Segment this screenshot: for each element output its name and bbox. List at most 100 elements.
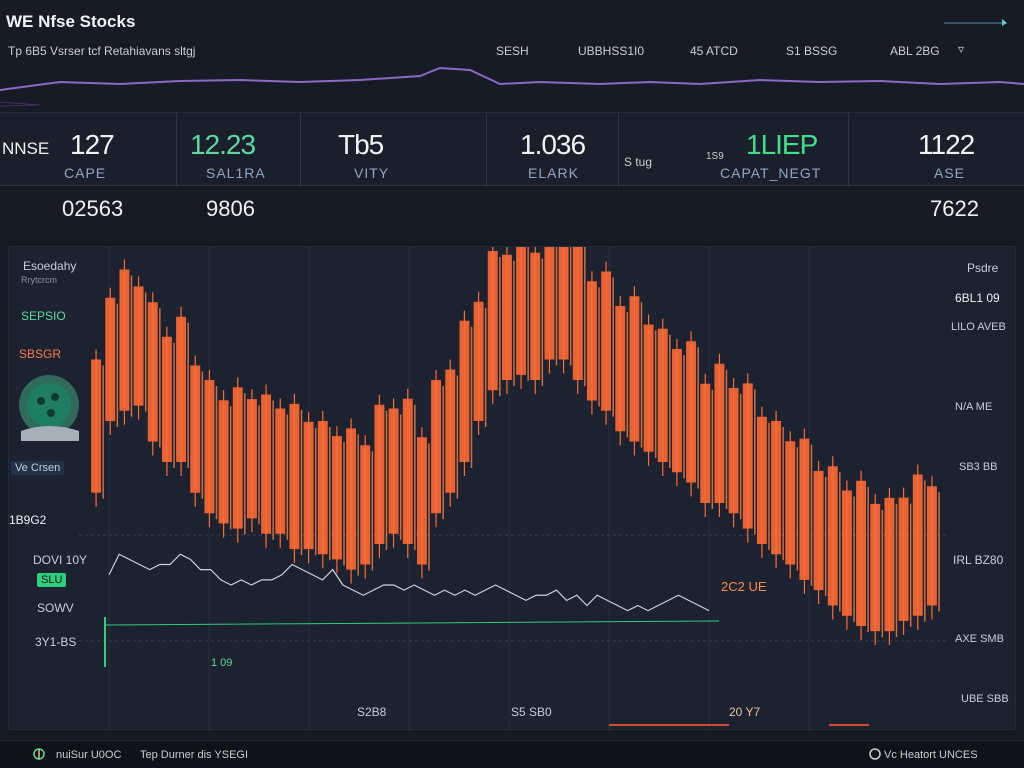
candle-body: [615, 306, 626, 432]
status-bar: nuiSur U0OC Tep Durner dis YSEGI Vc Heat…: [0, 740, 1024, 768]
bottom-label-4: 20 Y7: [729, 705, 761, 719]
candle-body: [756, 416, 767, 544]
ticker-label-salira: SAL1RA: [206, 165, 266, 181]
nav-item-3[interactable]: 45 ATCD: [690, 44, 738, 58]
left-label-2: SBSGR: [19, 347, 62, 361]
candle-body: [275, 408, 286, 534]
left-label-7: SOWV: [37, 601, 74, 615]
candle-body: [544, 247, 555, 360]
candle-body: [119, 269, 130, 411]
right-label-8: UBE SBB: [961, 693, 1009, 705]
ticker-label-capat: CAPAT_NEGT: [720, 165, 822, 181]
candle-body: [643, 324, 654, 452]
candle-body: [261, 394, 272, 534]
nav-item-1[interactable]: SESH: [496, 44, 529, 58]
series-line: [108, 553, 710, 612]
candle-body: [487, 251, 498, 391]
right-label-6: IRL BZ80: [953, 553, 1004, 567]
candle-body: [289, 403, 300, 550]
candle-body: [572, 247, 583, 380]
bottom-label-1: 1 09: [211, 657, 233, 669]
candle-body: [785, 441, 796, 565]
candle-body: [317, 421, 328, 555]
candle-body: [303, 421, 314, 550]
summary-left-value: 02563: [62, 196, 124, 221]
ticker-strip: NNSE 127 CAPE 12.23 SAL1RA Tb5 VITY 1.03…: [0, 112, 1024, 187]
candle-body: [601, 271, 612, 411]
right-label-5: SB3 BB: [959, 461, 998, 473]
candle-body: [686, 341, 697, 483]
ticker-prefix-label: S tug: [624, 155, 653, 169]
legend-subtitle: Rrytcrcm: [21, 275, 57, 285]
candle-body: [898, 497, 909, 621]
candle-body: [204, 380, 215, 514]
candle-body: [926, 486, 937, 606]
page-subtitle: Tp 6B5 Vsrser tcf Retahiavans sltgj: [8, 44, 196, 58]
candle-body: [105, 297, 116, 421]
candle-body: [431, 380, 442, 514]
candle-body: [246, 399, 257, 519]
ticker-value-capat[interactable]: 1LIEP: [746, 129, 818, 160]
avatar-icon: [19, 375, 79, 441]
left-label-6: SLU: [37, 573, 67, 587]
right-label-4: N/A ME: [955, 401, 993, 413]
candle-body: [558, 247, 569, 360]
candle-body: [473, 301, 484, 421]
right-label-1: Psdre: [967, 261, 999, 275]
slider-handle-icon: [1002, 19, 1007, 26]
chart-annotation: 2C2 UE: [721, 579, 767, 594]
nav-item-4[interactable]: S1 BSSG: [786, 44, 838, 58]
candle-body: [133, 286, 144, 406]
right-label-7: AXE SMB: [955, 633, 1004, 645]
nav-item-5[interactable]: ABL 2BG: [890, 44, 940, 58]
top-bar: WE Nfse Stocks Tp 6B5 Vsrser tcf Retahia…: [0, 0, 1024, 110]
ticker-label-cape: CAPE: [64, 165, 107, 181]
candle-body: [402, 398, 413, 544]
left-label-4: 1B9G2: [9, 513, 47, 527]
candle-body: [870, 503, 881, 632]
ticker-value-elark[interactable]: 1.036: [520, 129, 586, 160]
ticker-value-vity[interactable]: Tb5: [338, 129, 384, 160]
candle-body: [374, 404, 385, 544]
candle-body: [841, 490, 852, 616]
bottom-label-3: S5 SB0: [511, 705, 552, 719]
left-label-5: DOVI 10Y: [33, 553, 88, 567]
summary-right-value: 7622: [930, 196, 979, 221]
right-label-3: LILO AVEB: [951, 321, 1006, 333]
candle-body: [346, 428, 357, 570]
candle-body: [232, 387, 243, 529]
chevron-down-icon[interactable]: ▿: [958, 42, 965, 56]
exchange-label: NNSE: [2, 139, 50, 158]
candle-body: [586, 281, 597, 401]
ticker-label-elark: ELARK: [528, 165, 579, 181]
left-label-3: Ve Crsen: [11, 461, 65, 475]
candle-body: [629, 296, 640, 442]
ticker-label-vity: VITY: [354, 165, 390, 181]
candle-body: [856, 480, 867, 626]
summary-row: 02563 9806 7622: [0, 188, 1024, 232]
candle-body: [912, 474, 923, 616]
candle-body: [445, 369, 456, 493]
ticker-value-ase[interactable]: 1122: [918, 129, 975, 160]
candle-body: [742, 383, 753, 529]
right-label-2: 6BL1 09: [955, 291, 1000, 305]
plant-icon: [33, 748, 45, 760]
candle-body: [501, 254, 512, 380]
candle-body: [190, 365, 201, 493]
price-chart[interactable]: [9, 247, 1017, 731]
candle-body: [459, 320, 470, 462]
candle-body: [360, 445, 371, 565]
candle-body: [530, 252, 541, 380]
info-icon[interactable]: [868, 747, 882, 761]
candle-body: [827, 466, 838, 606]
status-right-text: Vc Heatort UNCES: [884, 749, 978, 761]
zoom-slider[interactable]: [944, 12, 1010, 26]
overview-sparkline: [0, 66, 1024, 107]
candle-body: [176, 316, 187, 462]
legend-title: Esoedahy: [23, 259, 77, 273]
candle-body: [771, 421, 782, 555]
nav-item-2[interactable]: UBBHSS1I0: [578, 44, 645, 58]
candle-body: [884, 497, 895, 632]
ticker-value-cape[interactable]: 127: [70, 129, 115, 160]
ticker-value-salira[interactable]: 12.23: [190, 129, 256, 160]
